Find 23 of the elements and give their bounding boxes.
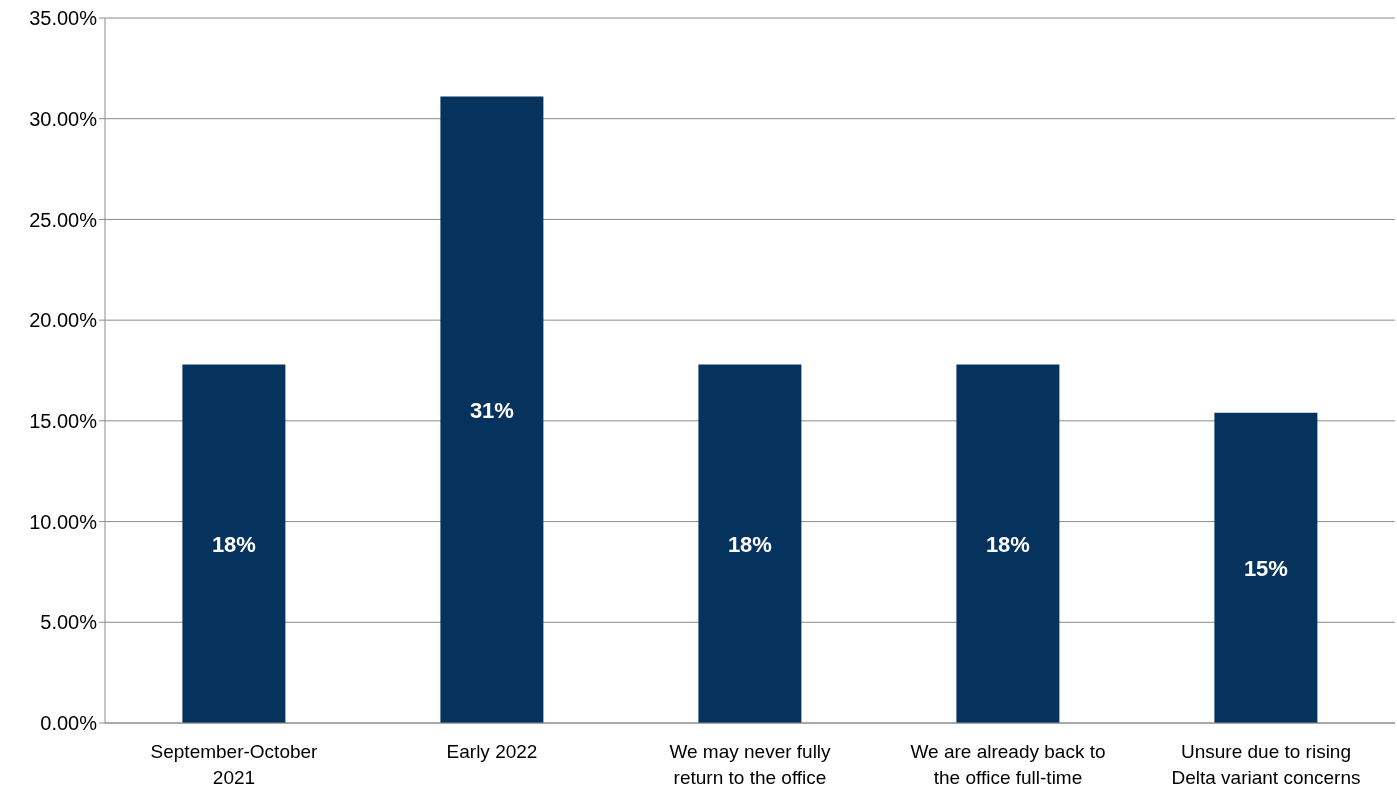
y-tick-label: 0.00% [40,712,98,735]
y-tick-label: 10.00% [29,510,98,533]
y-tick-label: 5.00% [40,611,98,634]
y-tick-label: 15.00% [29,409,98,432]
data-label: 18% [211,531,256,557]
data-label: 15% [1243,555,1288,581]
data-label: 31% [469,397,514,423]
x-tick-label: We are already back to the office full-time [910,741,1106,789]
bar [956,364,1060,723]
x-tick-label: Unsure due to rising Delta variant concerns [1171,741,1361,789]
bar [698,364,802,723]
y-tick-label: 25.00% [29,208,98,231]
y-tick-label: 20.00% [29,309,98,332]
data-label: 18% [727,531,772,557]
y-tick-label: 30.00% [29,107,98,130]
x-tick-label: Early 2022 [446,741,538,763]
bar [182,364,286,723]
data-label: 18% [985,531,1030,557]
x-tick-label: We may never fully return to the office [669,741,832,789]
bar [440,96,544,723]
bar [1214,412,1318,723]
y-tick-label: 35.00% [29,7,98,30]
x-tick-label: September-October 2021 [150,741,319,789]
